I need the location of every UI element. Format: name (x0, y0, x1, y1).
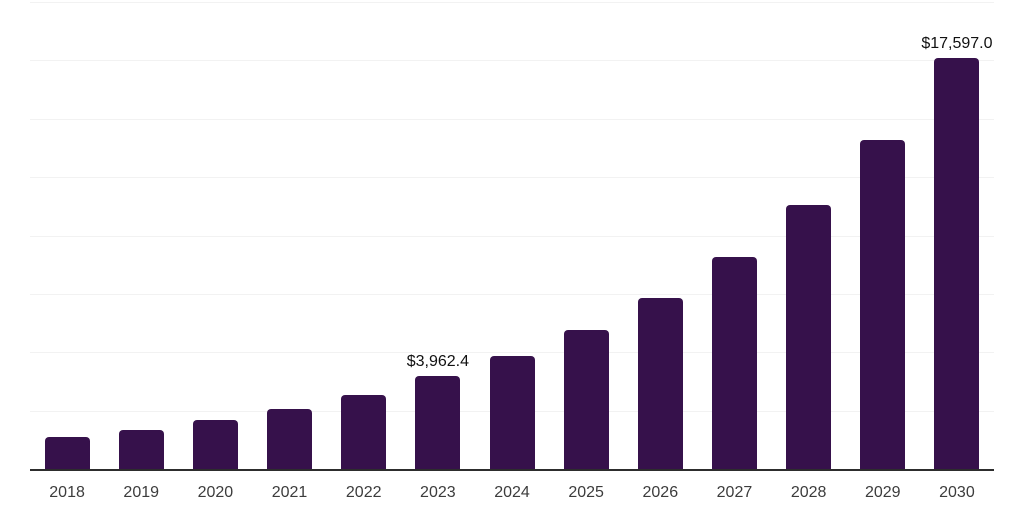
x-tick-2019: 2019 (123, 484, 160, 501)
x-tick-2021: 2021 (271, 484, 308, 501)
gridline-20000 (30, 2, 994, 3)
bar-2029 (860, 139, 906, 469)
bar-2020 (192, 420, 238, 469)
bar-2027 (711, 256, 757, 469)
x-tick-2023: 2023 (420, 484, 456, 501)
x-tick-2025: 2025 (568, 484, 604, 501)
x-tick-2027: 2027 (716, 484, 753, 501)
data-label-2030: $17,597.0 (921, 35, 993, 53)
bar-2028 (786, 204, 832, 469)
bar-2026 (637, 297, 683, 469)
bar-2023 (415, 376, 461, 469)
x-tick-2024: 2024 (494, 484, 530, 501)
gridline-5000 (30, 352, 994, 354)
gridline-10000 (30, 235, 994, 237)
gridline-17500 (30, 60, 994, 62)
x-tick-2018: 2018 (49, 484, 85, 501)
x-tick-2029: 2029 (864, 484, 901, 501)
bar-2018 (44, 437, 90, 469)
bar-2019 (118, 430, 164, 469)
gridline-12500 (30, 177, 994, 179)
x-tick-2026: 2026 (642, 484, 679, 501)
gridline-7500 (30, 293, 994, 295)
bar-2024 (489, 356, 535, 469)
gridline-15000 (30, 118, 994, 120)
x-tick-2028: 2028 (790, 484, 827, 501)
bar-2021 (267, 409, 313, 469)
bar-2022 (341, 395, 387, 469)
x-tick-2020: 2020 (197, 484, 234, 501)
data-label-2023: $3,962.4 (406, 353, 469, 371)
x-axis-labels: 2018 2019 2020 2021 2022 2023 2024 2025 2026 2027… (30, 483, 994, 505)
bar-2030 (934, 58, 980, 469)
bar-2025 (563, 329, 609, 469)
x-tick-2030: 2030 (939, 484, 975, 501)
plot-area: $3,962.4 $17,597.0 (30, 2, 994, 471)
x-tick-2022: 2022 (345, 484, 382, 501)
x-axis-line (30, 469, 994, 471)
